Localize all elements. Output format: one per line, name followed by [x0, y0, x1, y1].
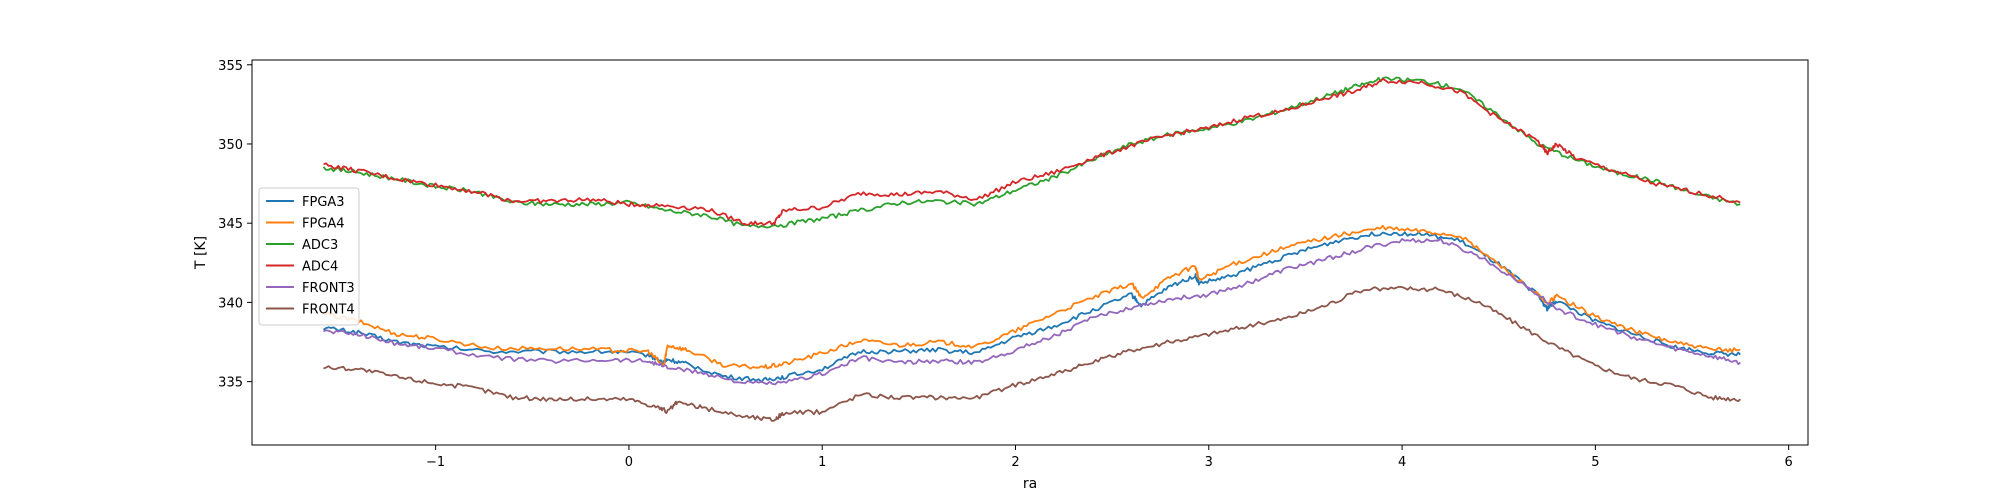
x-tick-label: −1 [426, 455, 445, 470]
x-tick-label: 2 [1011, 455, 1019, 470]
y-axis: 335 340 345 350 355 [218, 59, 252, 391]
legend-label-fpga3: FPGA3 [302, 195, 345, 210]
series-line-front4 [323, 285, 1741, 422]
x-axis: −1 0 1 2 3 4 5 6 [426, 445, 1793, 470]
series-line-fpga4 [322, 224, 1741, 370]
x-axis-label: ra [1023, 476, 1037, 492]
series-line-adc4 [323, 78, 1741, 226]
x-tick-label: 0 [625, 455, 633, 470]
legend-label-adc4: ADC4 [302, 260, 338, 275]
y-tick-label: 355 [218, 59, 243, 74]
x-tick-label: 5 [1591, 455, 1599, 470]
y-axis-label: T [K] [193, 236, 209, 270]
legend-label-adc3: ADC3 [302, 238, 338, 253]
y-tick-label: 350 [218, 138, 243, 153]
y-tick-label: 335 [218, 376, 243, 391]
legend-label-front3: FRONT3 [302, 281, 355, 296]
legend-label-front4: FRONT4 [302, 303, 355, 318]
x-tick-label: 3 [1205, 455, 1213, 470]
x-tick-label: 1 [818, 455, 826, 470]
legend-label-fpga4: FPGA4 [302, 217, 345, 232]
legend: FPGA3 FPGA4 ADC3 ADC4 FRONT3 FRONT4 [258, 187, 360, 326]
y-tick-label: 345 [218, 217, 243, 232]
x-tick-label: 6 [1785, 455, 1793, 470]
y-tick-label: 340 [218, 296, 243, 311]
plot-frame [251, 59, 1809, 446]
x-tick-label: 4 [1398, 455, 1406, 470]
series-layer [322, 76, 1741, 422]
series-line-front3 [323, 237, 1741, 386]
series-line-adc3 [322, 76, 1741, 229]
